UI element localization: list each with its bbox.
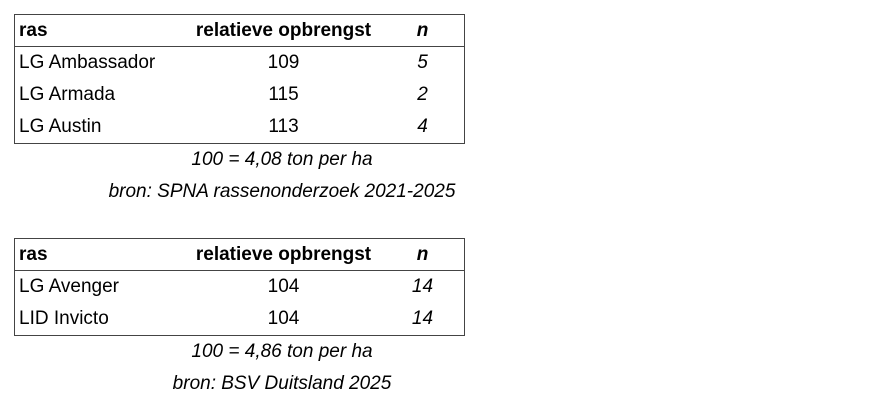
note: 100 = 4,86 ton per ha	[191, 341, 373, 362]
table-cell: 115	[268, 84, 299, 105]
table-cell: LG Ambassador	[19, 52, 156, 73]
table-row: LID Invicto 104 14	[15, 303, 464, 335]
table: ras relatieve opbrengst n LG Avenger 104 14 LI…	[14, 238, 465, 336]
header-cell: relatieve opbrengst	[195, 19, 372, 41]
header-row: ras relatieve opbrengst n	[15, 239, 464, 271]
table-cell: 104	[267, 308, 300, 329]
header-cell: n	[416, 243, 429, 265]
header-cell: ras	[19, 19, 48, 41]
table-cell: 5	[417, 52, 428, 73]
header-cell: ras	[19, 243, 48, 265]
note: 100 = 4,08 ton per ha	[191, 149, 373, 170]
table-cell: LG Armada	[19, 84, 116, 105]
table-row: LG Avenger 104 14	[15, 271, 464, 303]
table-cell: 14	[411, 276, 434, 297]
table: ras relatieve opbrengst n LG Ambassador 109 5…	[14, 14, 465, 144]
header-row: ras relatieve opbrengst n	[15, 15, 464, 47]
note: bron: BSV Duitsland 2025	[172, 373, 392, 394]
note: bron: SPNA rassenonderzoek 2021-2025	[108, 181, 456, 202]
table-cell: 109	[267, 52, 300, 73]
table-cell: 2	[417, 84, 428, 105]
table-cell: 14	[411, 308, 434, 329]
table-row: LG Armada 115 2	[15, 79, 464, 111]
table-cell: LID Invicto	[19, 308, 109, 329]
header-cell: n	[416, 19, 429, 41]
header-cell: relatieve opbrengst	[195, 243, 372, 265]
table-row: LG Austin 113 4	[15, 111, 464, 143]
table-row: LG Ambassador 109 5	[15, 47, 464, 79]
table-cell: LG Austin	[19, 116, 102, 137]
table-cell: LG Avenger	[19, 276, 120, 297]
table-cell: 113	[268, 116, 299, 137]
table-cell: 104	[267, 276, 300, 297]
table-cell: 4	[417, 116, 428, 137]
